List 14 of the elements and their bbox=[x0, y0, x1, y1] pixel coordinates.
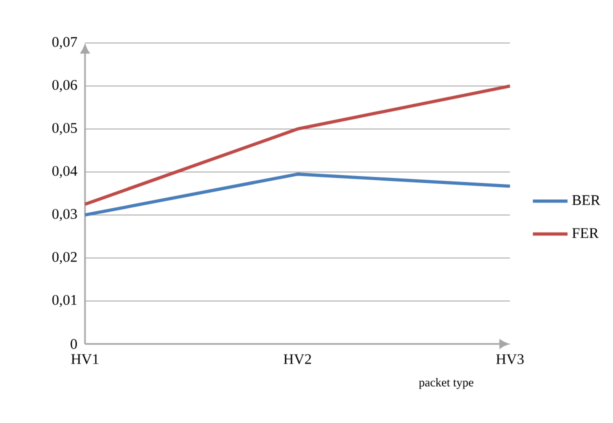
x-tick-label: HV2 bbox=[284, 354, 311, 364]
y-tick-label: 0,04 bbox=[52, 166, 78, 178]
x-axis-title: packet type bbox=[418, 378, 474, 389]
y-tick-label: 0 bbox=[70, 339, 77, 349]
y-tick-label: 0,07 bbox=[52, 37, 78, 49]
y-tick-label: 0,05 bbox=[52, 122, 77, 135]
x-tick-label: HV1 bbox=[71, 354, 98, 364]
legend-label: FER bbox=[572, 228, 599, 238]
y-tick-label: 0,06 bbox=[52, 80, 78, 92]
legend-label: BER bbox=[572, 195, 600, 205]
y-tick-label: 0,01 bbox=[52, 294, 77, 307]
x-tick-label: HV3 bbox=[496, 354, 524, 364]
y-tick-label: 0,02 bbox=[52, 252, 77, 264]
y-tick-label: 0,03 bbox=[52, 208, 77, 221]
